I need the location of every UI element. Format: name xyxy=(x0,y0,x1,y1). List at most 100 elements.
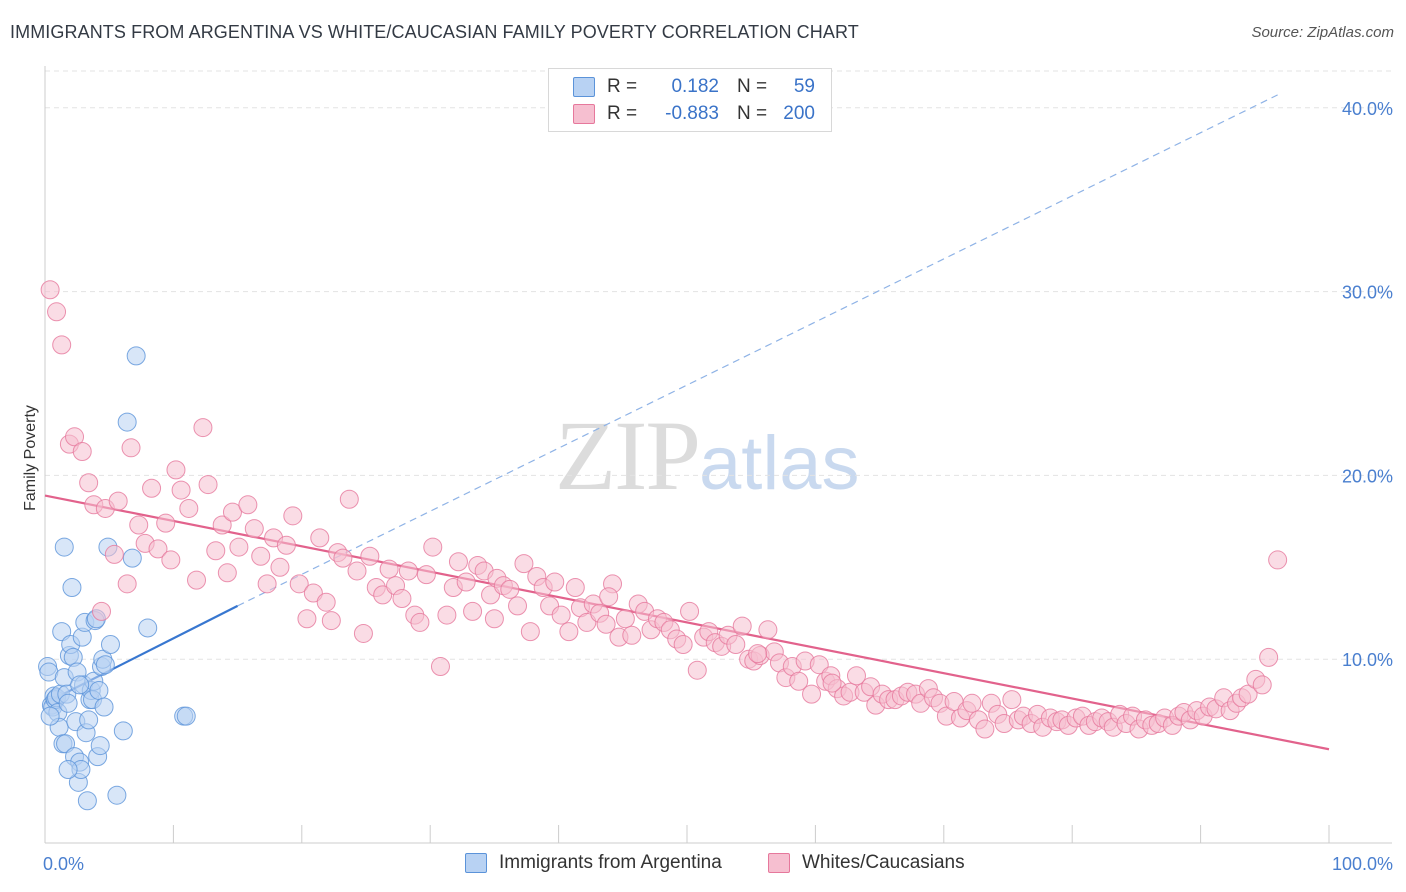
legend-r-label: R = xyxy=(607,76,638,97)
point-argentina xyxy=(138,618,158,638)
series-legend-argentina: Immigrants from Argentina xyxy=(465,852,722,874)
point-whites xyxy=(437,605,457,625)
point-whites xyxy=(156,513,176,533)
point-whites xyxy=(297,609,317,629)
series-legend: Immigrants from Argentina Whites/Caucasi… xyxy=(0,852,1406,878)
point-whites xyxy=(430,657,450,677)
legend-row-whites: R = -0.883 N = 200 xyxy=(573,103,815,125)
point-whites xyxy=(748,644,768,664)
point-whites xyxy=(448,552,468,572)
point-whites xyxy=(222,502,242,522)
point-whites xyxy=(52,335,72,355)
point-whites xyxy=(577,612,597,632)
point-whites xyxy=(975,719,995,739)
point-whites xyxy=(217,563,237,583)
point-whites xyxy=(1259,647,1279,667)
point-whites xyxy=(379,559,399,579)
series-label-whites: Whites/Caucasians xyxy=(802,852,965,873)
point-whites xyxy=(129,515,149,535)
point-whites xyxy=(179,498,199,518)
point-whites xyxy=(121,438,141,458)
point-whites xyxy=(283,506,303,526)
point-whites xyxy=(373,585,393,605)
point-whites xyxy=(456,572,476,592)
point-argentina xyxy=(113,721,133,741)
point-argentina xyxy=(62,578,82,598)
y-tick-label: 40.0% xyxy=(1342,99,1393,119)
point-whites xyxy=(463,601,483,621)
point-whites xyxy=(229,537,249,557)
point-whites xyxy=(316,592,336,612)
point-whites xyxy=(416,565,436,585)
point-whites xyxy=(104,544,124,564)
y-tick-label: 30.0% xyxy=(1342,283,1393,303)
point-whites xyxy=(270,557,290,577)
point-argentina xyxy=(107,785,127,805)
point-argentina xyxy=(89,680,109,700)
source-credit: Source: ZipAtlas.com xyxy=(1251,24,1394,41)
point-argentina xyxy=(95,655,115,675)
legend-row-argentina: R = 0.182 N = 59 xyxy=(573,76,815,98)
x-tick-label-start: 0.0% xyxy=(43,854,84,874)
grid-lines xyxy=(45,70,1392,660)
correlation-legend: R = 0.182 N = 59 R = -0.883 N = 200 xyxy=(548,68,832,132)
legend-r-value-whites: -0.883 xyxy=(665,103,719,124)
point-argentina xyxy=(100,634,120,654)
point-whites xyxy=(91,601,111,621)
point-whites xyxy=(171,480,191,500)
legend-r-value-argentina: 0.182 xyxy=(671,76,719,97)
point-whites xyxy=(198,475,218,495)
y-axis-label: Family Poverty xyxy=(22,405,39,511)
point-whites xyxy=(484,609,504,629)
series-label-argentina: Immigrants from Argentina xyxy=(499,852,722,873)
point-argentina xyxy=(79,710,99,730)
point-whites xyxy=(40,280,60,300)
point-whites xyxy=(726,634,746,654)
legend-swatch-whites xyxy=(573,104,595,124)
point-whites xyxy=(289,574,309,594)
point-whites xyxy=(500,579,520,599)
point-whites xyxy=(398,561,418,581)
point-whites xyxy=(303,583,323,603)
point-whites xyxy=(353,623,373,643)
point-whites xyxy=(802,684,822,704)
point-whites xyxy=(360,546,380,566)
data-points xyxy=(38,280,1288,811)
x-tick-label-end: 100.0% xyxy=(1332,854,1393,874)
point-whites xyxy=(962,693,982,713)
point-whites xyxy=(1002,690,1022,710)
point-whites xyxy=(392,589,412,609)
zipatlas-watermark: ZIPatlas xyxy=(555,398,860,513)
point-argentina xyxy=(70,675,90,695)
point-whites xyxy=(47,302,67,322)
point-whites xyxy=(79,473,99,493)
point-whites xyxy=(238,495,258,515)
point-whites xyxy=(680,601,700,621)
point-whites xyxy=(599,587,619,607)
point-whites xyxy=(1238,684,1258,704)
point-whites xyxy=(1268,550,1288,570)
point-whites xyxy=(559,622,579,642)
legend-n-label: N = xyxy=(737,103,768,124)
point-whites xyxy=(622,625,642,645)
y-tick-label: 10.0% xyxy=(1342,650,1393,670)
point-whites xyxy=(732,616,752,636)
point-argentina xyxy=(58,693,78,713)
point-whites xyxy=(193,418,213,438)
point-whites xyxy=(65,427,85,447)
point-whites xyxy=(244,519,264,539)
point-whites xyxy=(687,660,707,680)
point-whites xyxy=(257,574,277,594)
point-whites xyxy=(758,620,778,640)
legend-n-value-whites: 200 xyxy=(783,103,815,124)
legend-swatch-argentina xyxy=(573,77,595,97)
chart-title: IMMIGRANTS FROM ARGENTINA VS WHITE/CAUCA… xyxy=(10,22,859,42)
point-whites xyxy=(508,596,528,616)
point-whites xyxy=(423,537,443,557)
point-argentina xyxy=(58,759,78,779)
point-whites xyxy=(520,622,540,642)
point-whites xyxy=(673,634,693,654)
legend-n-label: N = xyxy=(737,76,768,97)
point-whites xyxy=(251,546,271,566)
point-whites xyxy=(310,528,330,548)
